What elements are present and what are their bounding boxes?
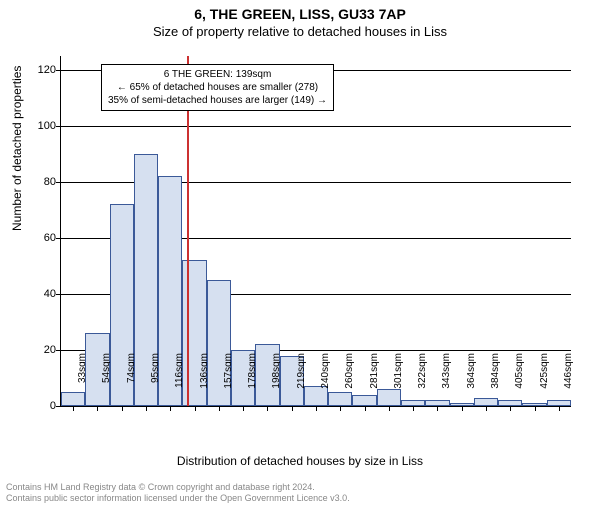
xtick-mark: [316, 406, 317, 411]
xtick-label: 446sqm: [563, 353, 574, 403]
ytick-label: 40: [31, 288, 56, 300]
annot-line3: 35% of semi-detached houses are larger (…: [108, 94, 327, 107]
annot-line2: ← 65% of detached houses are smaller (27…: [108, 81, 327, 94]
xtick-mark: [559, 406, 560, 411]
main-title: 6, THE GREEN, LISS, GU33 7AP: [0, 6, 600, 22]
ytick-label: 100: [31, 120, 56, 132]
xtick-mark: [97, 406, 98, 411]
ytick-mark: [56, 294, 61, 295]
ytick-label: 120: [31, 64, 56, 76]
gridline: [61, 126, 571, 127]
footer-line2: Contains public sector information licen…: [6, 493, 350, 504]
xtick-mark: [437, 406, 438, 411]
xtick-mark: [486, 406, 487, 411]
xtick-mark: [219, 406, 220, 411]
ytick-mark: [56, 406, 61, 407]
xtick-mark: [389, 406, 390, 411]
copyright-footer: Contains HM Land Registry data © Crown c…: [6, 482, 350, 504]
xtick-mark: [170, 406, 171, 411]
xtick-label: 425sqm: [539, 353, 550, 403]
ytick-mark: [56, 182, 61, 183]
xtick-label: 322sqm: [417, 353, 428, 403]
annotation-box: 6 THE GREEN: 139sqm← 65% of detached hou…: [101, 64, 334, 111]
xtick-mark: [340, 406, 341, 411]
footer-line1: Contains HM Land Registry data © Crown c…: [6, 482, 350, 493]
ytick-mark: [56, 126, 61, 127]
xtick-mark: [462, 406, 463, 411]
ytick-mark: [56, 70, 61, 71]
ytick-label: 20: [31, 344, 56, 356]
xtick-mark: [535, 406, 536, 411]
xtick-label: 384sqm: [490, 353, 501, 403]
annot-line1: 6 THE GREEN: 139sqm: [108, 68, 327, 81]
ytick-label: 80: [31, 176, 56, 188]
ytick-mark: [56, 238, 61, 239]
xtick-mark: [243, 406, 244, 411]
ytick-label: 0: [31, 400, 56, 412]
xtick-mark: [365, 406, 366, 411]
y-axis-label: Number of detached properties: [10, 66, 24, 231]
ytick-mark: [56, 350, 61, 351]
xtick-mark: [510, 406, 511, 411]
xtick-mark: [267, 406, 268, 411]
xtick-label: 301sqm: [393, 353, 404, 403]
xtick-mark: [292, 406, 293, 411]
xtick-mark: [122, 406, 123, 411]
xtick-mark: [195, 406, 196, 411]
ytick-label: 60: [31, 232, 56, 244]
xtick-label: 405sqm: [514, 353, 525, 403]
xtick-mark: [146, 406, 147, 411]
xtick-mark: [73, 406, 74, 411]
x-axis-label: Distribution of detached houses by size …: [0, 454, 600, 468]
chart-plot-area: 02040608010012033sqm54sqm74sqm95sqm116sq…: [60, 56, 571, 407]
xtick-label: 364sqm: [466, 353, 477, 403]
sub-title: Size of property relative to detached ho…: [0, 24, 600, 39]
xtick-label: 343sqm: [441, 353, 452, 403]
xtick-mark: [413, 406, 414, 411]
